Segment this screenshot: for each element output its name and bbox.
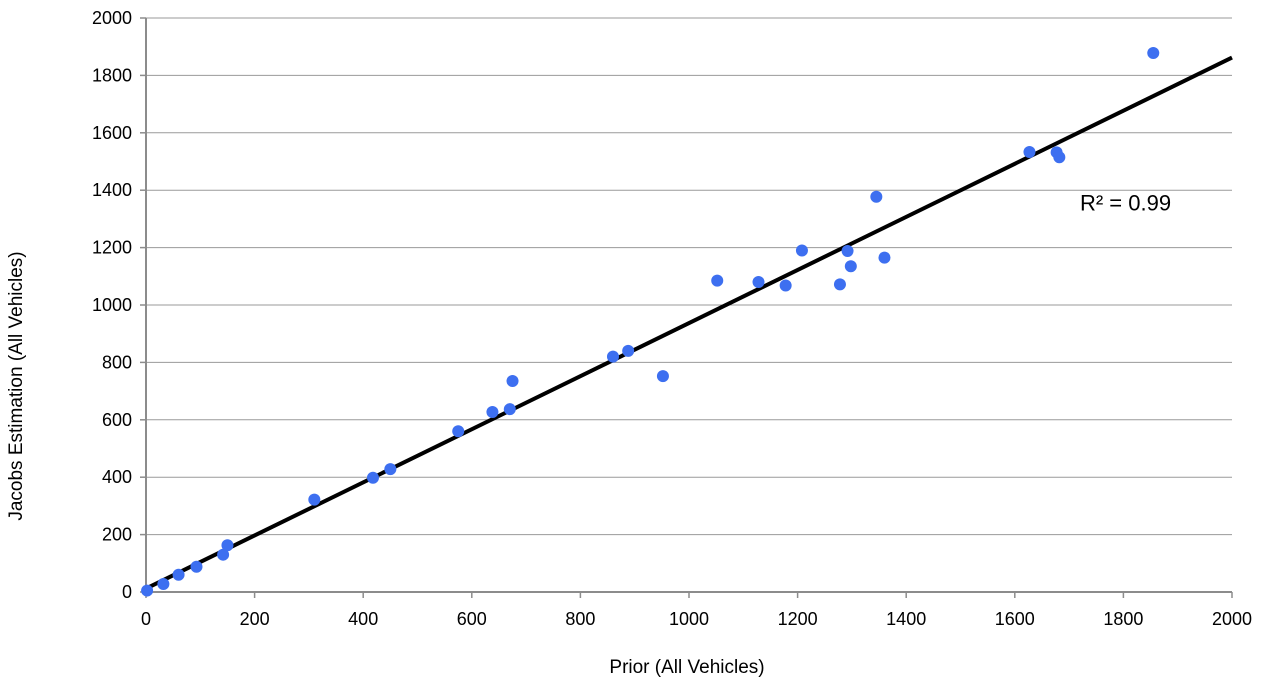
data-point <box>1147 47 1160 60</box>
data-point <box>711 274 724 287</box>
y-tick-label: 0 <box>122 582 132 602</box>
grid-lines <box>146 17 1232 536</box>
x-tick-label: 600 <box>457 609 487 629</box>
data-point <box>141 584 154 597</box>
y-tick-label: 600 <box>102 410 132 430</box>
data-point <box>1053 151 1066 164</box>
axes <box>140 17 1233 598</box>
data-point <box>844 260 857 273</box>
data-point <box>606 350 619 363</box>
data-point <box>308 493 321 506</box>
trendline <box>145 55 1233 591</box>
data-point <box>779 279 792 292</box>
x-tick-label: 0 <box>141 609 151 629</box>
x-tick-label: 2000 <box>1212 609 1252 629</box>
trendline-layer <box>145 55 1233 591</box>
y-tick-label: 800 <box>102 352 132 372</box>
y-tick-label: 1600 <box>92 123 132 143</box>
tick-labels: 0 200 400 600 800 1000 1200 1400 1600 1800 2000 0 20… <box>92 8 1252 629</box>
data-point <box>221 539 234 552</box>
data-point <box>506 375 519 388</box>
y-axis-title: Jacobs Estimation (All Vehicles) <box>6 251 27 520</box>
data-point <box>172 568 185 581</box>
x-axis-title: Prior (All Vehicles) <box>609 657 764 678</box>
y-tick-label: 200 <box>102 525 132 545</box>
x-tick-label: 1800 <box>1103 609 1143 629</box>
x-tick-label: 1400 <box>886 609 926 629</box>
y-tick-label: 400 <box>102 467 132 487</box>
y-tick-label: 2000 <box>92 8 132 28</box>
data-point <box>622 344 635 357</box>
data-point <box>366 471 379 484</box>
data-point <box>833 278 846 291</box>
data-point <box>841 245 854 258</box>
data-point <box>878 251 891 264</box>
x-tick-label: 800 <box>565 609 595 629</box>
y-tick-label: 1800 <box>92 65 132 85</box>
y-tick-label: 1400 <box>92 180 132 200</box>
data-point <box>752 276 765 289</box>
x-tick-label: 1200 <box>778 609 818 629</box>
y-tick-label: 1000 <box>92 295 132 315</box>
r-squared-annotation: R² = 0.99 <box>1080 190 1171 215</box>
data-point <box>486 406 499 419</box>
data-point <box>503 403 516 416</box>
x-tick-label: 200 <box>240 609 270 629</box>
data-point <box>452 425 465 438</box>
y-tick-label: 1200 <box>92 238 132 258</box>
x-tick-label: 1600 <box>995 609 1035 629</box>
data-point <box>870 190 883 203</box>
data-point <box>656 370 669 383</box>
data-point <box>795 244 808 257</box>
data-points <box>141 47 1160 597</box>
data-point <box>217 548 230 561</box>
data-point <box>1023 146 1036 159</box>
x-tick-label: 400 <box>348 609 378 629</box>
data-point <box>384 463 397 476</box>
x-tick-label: 1000 <box>669 609 709 629</box>
data-point <box>190 560 203 573</box>
data-point <box>157 577 170 590</box>
